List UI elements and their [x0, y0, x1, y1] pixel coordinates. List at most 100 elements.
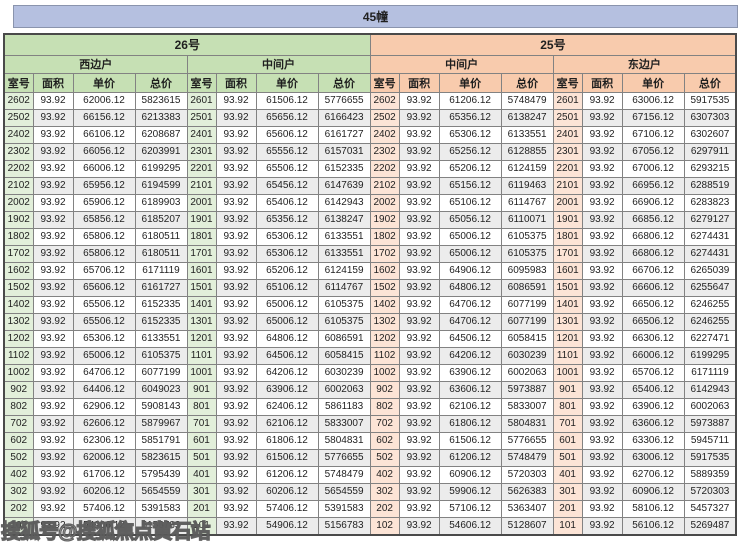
area-cell: 93.92 [215, 329, 257, 348]
room-cell: 1601 [552, 261, 583, 280]
area-cell: 93.92 [581, 431, 623, 450]
col-header-area: 面积 [215, 72, 257, 93]
area-cell: 93.92 [398, 312, 440, 331]
area-cell: 93.92 [215, 431, 257, 450]
price-cell: 54606.12 [438, 516, 502, 535]
price-cell: 66706.12 [621, 261, 685, 280]
total-cell: 6105375 [500, 227, 554, 246]
table-row: 1502 93.92 65606.12 6161727 1501 93.92 65106.1… [3, 278, 737, 297]
area-cell: 93.92 [215, 193, 257, 212]
col-header-area: 面积 [32, 72, 74, 93]
area-cell: 93.92 [581, 91, 623, 110]
room-cell: 602 [369, 431, 400, 450]
room-cell: 2601 [552, 91, 583, 110]
room-cell: 1201 [552, 329, 583, 348]
room-cell: 501 [552, 448, 583, 467]
price-cell: 65356.12 [438, 108, 502, 127]
area-cell: 93.92 [32, 227, 74, 246]
area-cell: 93.92 [215, 159, 257, 178]
price-cell: 65356.12 [255, 210, 319, 229]
room-cell: 502 [369, 448, 400, 467]
total-cell: 6199295 [683, 346, 737, 365]
total-cell: 6128855 [500, 142, 554, 161]
room-cell: 1701 [552, 244, 583, 263]
area-cell: 93.92 [32, 108, 74, 127]
price-cell: 65506.12 [255, 159, 319, 178]
price-cell: 62006.12 [72, 448, 136, 467]
total-cell: 6133551 [317, 244, 371, 263]
price-cell: 66056.12 [72, 142, 136, 161]
total-cell: 6302607 [683, 125, 737, 144]
area-cell: 93.92 [581, 278, 623, 297]
table-row: 502 93.92 62006.12 5823615 501 93.92 61506.12 5… [3, 448, 737, 467]
col-header-room: 室号 [369, 72, 400, 93]
total-cell: 6086591 [500, 278, 554, 297]
total-cell: 6077199 [500, 295, 554, 314]
area-cell: 93.92 [581, 210, 623, 229]
table-row: 102 93.92 54906.12 5156783 101 93.92 54906.12 5… [3, 516, 737, 535]
total-cell: 6147639 [317, 176, 371, 195]
area-cell: 93.92 [32, 142, 74, 161]
table-row: 1702 93.92 65806.12 6180511 1701 93.92 65306.1… [3, 244, 737, 263]
col-header-total: 总价 [683, 72, 737, 93]
room-cell: 1802 [369, 227, 400, 246]
table-row: 1102 93.92 65006.12 6105375 1101 93.92 64506.1… [3, 346, 737, 365]
table-row: 2402 93.92 66106.12 6208687 2401 93.92 65606.1… [3, 125, 737, 144]
total-cell: 6157031 [317, 142, 371, 161]
total-cell: 6161727 [317, 125, 371, 144]
room-cell: 1902 [3, 210, 34, 229]
area-cell: 93.92 [581, 499, 623, 518]
total-cell: 5156783 [134, 516, 188, 535]
room-cell: 602 [3, 431, 34, 450]
room-cell: 201 [186, 499, 217, 518]
total-cell: 6095983 [500, 261, 554, 280]
room-cell: 101 [186, 516, 217, 535]
table-row: 2202 93.92 66006.12 6199295 2201 93.92 65506.1… [3, 159, 737, 178]
area-cell: 93.92 [398, 176, 440, 195]
room-cell: 2601 [186, 91, 217, 110]
area-cell: 93.92 [32, 210, 74, 229]
price-cell: 62906.12 [72, 397, 136, 416]
price-cell: 63306.12 [621, 431, 685, 450]
table-row: 1202 93.92 65306.12 6133551 1201 93.92 64806.1… [3, 329, 737, 348]
price-table: 26号 25号 西边户 中间户 中间户 东边户 室号 面积 单价 总价 室号 面… [3, 33, 738, 536]
area-cell: 93.92 [581, 295, 623, 314]
area-cell: 93.92 [215, 108, 257, 127]
price-cell: 58106.12 [621, 499, 685, 518]
price-cell: 64806.12 [255, 329, 319, 348]
area-cell: 93.92 [581, 108, 623, 127]
price-cell: 65306.12 [72, 329, 136, 348]
area-cell: 93.92 [398, 329, 440, 348]
total-cell: 6086591 [317, 329, 371, 348]
total-cell: 6180511 [134, 244, 188, 263]
total-cell: 6265039 [683, 261, 737, 280]
table-row: 602 93.92 62306.12 5851791 601 93.92 61806.12 5… [3, 431, 737, 450]
total-cell: 6288519 [683, 176, 737, 195]
room-cell: 302 [3, 482, 34, 501]
room-cell: 2301 [186, 142, 217, 161]
price-cell: 66306.12 [621, 329, 685, 348]
total-cell: 6142943 [683, 380, 737, 399]
total-cell: 6152335 [134, 312, 188, 331]
room-cell: 901 [186, 380, 217, 399]
area-cell: 93.92 [398, 431, 440, 450]
price-cell: 65706.12 [72, 261, 136, 280]
building-header-row: 26号 25号 [3, 33, 737, 56]
area-cell: 93.92 [398, 210, 440, 229]
total-cell: 5823615 [134, 91, 188, 110]
total-cell: 6213383 [134, 108, 188, 127]
room-cell: 1102 [3, 346, 34, 365]
room-cell: 1402 [3, 295, 34, 314]
price-cell: 66506.12 [621, 295, 685, 314]
room-cell: 1702 [369, 244, 400, 263]
room-cell: 2102 [369, 176, 400, 195]
room-cell: 201 [552, 499, 583, 518]
room-cell: 902 [3, 380, 34, 399]
area-cell: 93.92 [581, 125, 623, 144]
price-cell: 65856.12 [72, 210, 136, 229]
price-cell: 67056.12 [621, 142, 685, 161]
room-cell: 401 [186, 465, 217, 484]
room-cell: 2001 [186, 193, 217, 212]
total-cell: 5917535 [683, 448, 737, 467]
area-cell: 93.92 [398, 193, 440, 212]
